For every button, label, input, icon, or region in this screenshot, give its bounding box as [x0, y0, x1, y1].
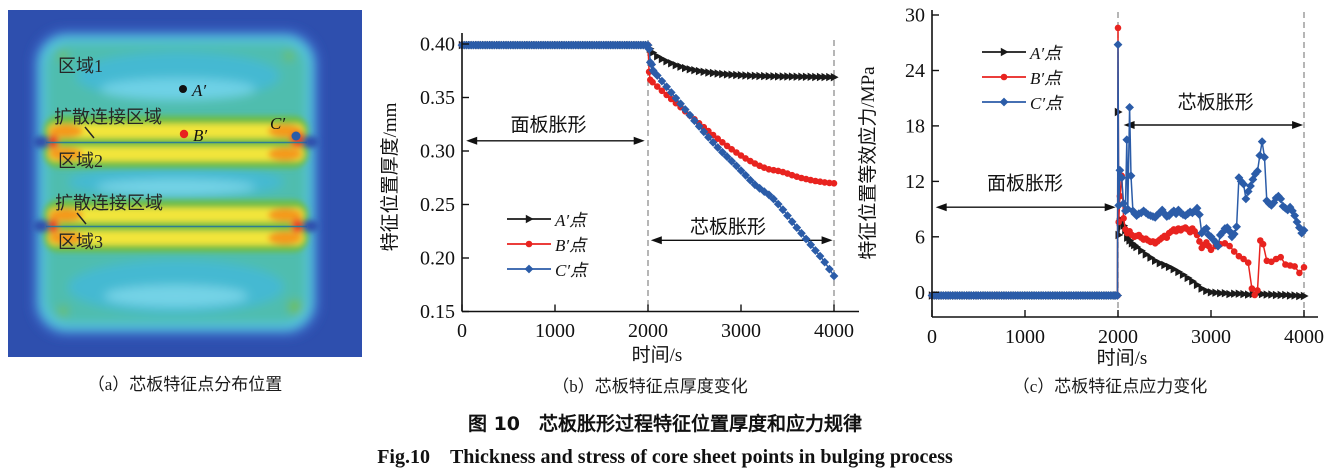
- diamond-marker-icon: [981, 95, 1027, 109]
- x-tick-label: 1000: [1005, 326, 1045, 348]
- annotation-label: 芯板胀形: [690, 216, 766, 238]
- legend-stress-chart: A′点 B′点 C′点: [981, 39, 1062, 114]
- panel-a-contour: 区域1 扩散连接区域 区域2 扩散连接区域 区域3 A′ B′ C′: [8, 10, 362, 357]
- label-region2: 区域2: [58, 151, 103, 171]
- diffusion-pointer-1: [84, 126, 95, 139]
- x-tick-label: 4000: [1284, 326, 1324, 348]
- point-c-prime-label: C′: [270, 114, 285, 133]
- triangle-right-marker-icon: [506, 212, 552, 226]
- y-tick-label: 0.40: [420, 34, 455, 56]
- label-region3: 区域3: [58, 232, 103, 252]
- y-tick-label: 0.20: [420, 248, 455, 270]
- chart-c-series-2: [927, 40, 1309, 300]
- legend-item-b-prime: B′点: [506, 231, 587, 256]
- x-tick-label: 0: [927, 326, 937, 348]
- y-tick-label: 24: [905, 60, 925, 82]
- y-tick-label: 18: [905, 115, 925, 137]
- y-tick-label: 0: [915, 282, 925, 304]
- point-c-prime-dot: [291, 131, 301, 141]
- diffusion-pointer-2: [76, 212, 87, 225]
- axes-spines: [461, 33, 859, 313]
- legend-item-a-prime: A′点: [981, 39, 1062, 64]
- x-tick-label: 4000: [814, 320, 854, 342]
- contour-surface: [32, 29, 320, 337]
- seam-edge-notches: [33, 136, 319, 232]
- chart-b-series-2: [457, 40, 839, 281]
- x-tick-label: 2000: [1098, 326, 1138, 348]
- legend-label: C′点: [1030, 94, 1063, 113]
- figure-caption-chinese: 图 10 芯板胀形过程特征位置厚度和应力规律: [467, 413, 863, 435]
- y-axis-title: 特征位置等效应力/MPa: [857, 66, 879, 260]
- legend-item-a-prime: A′点: [506, 206, 587, 231]
- contour-plot-image: 区域1 扩散连接区域 区域2 扩散连接区域 区域3 A′ B′ C′: [8, 10, 362, 357]
- annotation-phase-arrow: 芯板胀形: [650, 216, 833, 245]
- x-tick-label: 3000: [1191, 326, 1231, 348]
- x-tick-label: 2000: [628, 320, 668, 342]
- y-tick-label: 0.30: [420, 141, 455, 163]
- diamond-marker-icon: [506, 262, 552, 276]
- legend-thickness-chart: A′点 B′点 C′点: [506, 206, 587, 281]
- point-a-prime-label: A′: [191, 81, 206, 100]
- label-region1: 区域1: [58, 56, 103, 76]
- annotation-label: 面板胀形: [510, 114, 586, 136]
- annotation-label: 面板胀形: [987, 173, 1063, 195]
- legend-item-c-prime: C′点: [981, 89, 1062, 114]
- point-b-prime-label: B′: [193, 126, 207, 145]
- axes-spines: [931, 10, 1318, 318]
- circle-marker-icon: [981, 70, 1027, 84]
- legend-label: A′点: [555, 211, 587, 230]
- label-diffusion-zone-1: 扩散连接区域: [54, 107, 162, 127]
- y-tick-label: 6: [915, 226, 925, 248]
- circle-marker-icon: [506, 237, 552, 251]
- y-tick-label: 0.15: [420, 301, 455, 323]
- x-tick-label: 0: [457, 320, 467, 342]
- y-tick-label: 0.25: [420, 194, 455, 216]
- x-axis-title: 时间/s: [1097, 347, 1148, 368]
- point-a-prime-dot: [179, 85, 187, 93]
- legend-label: C′点: [555, 261, 588, 280]
- label-diffusion-zone-2: 扩散连接区域: [55, 193, 163, 213]
- y-tick-label: 30: [905, 5, 925, 27]
- annotation-phase-arrow: 面板胀形: [466, 114, 645, 145]
- y-tick-label: 0.35: [420, 87, 455, 109]
- annotation-phase-arrow: 芯板胀形: [1123, 91, 1304, 129]
- caption-panel-b: （b）芯板特征点厚度变化: [552, 377, 748, 396]
- point-b-prime-dot: [179, 129, 189, 139]
- legend-item-c-prime: C′点: [506, 256, 587, 281]
- x-tick-label: 1000: [535, 320, 575, 342]
- legend-label: B′点: [1030, 69, 1062, 88]
- legend-label: A′点: [1030, 44, 1062, 63]
- triangle-right-marker-icon: [981, 45, 1027, 59]
- y-axis-title: 特征位置厚度/mm: [379, 102, 401, 251]
- y-tick-label: 12: [905, 171, 925, 193]
- caption-panel-a: （a）芯板特征点分布位置: [87, 375, 283, 394]
- caption-panel-c: （c）芯板特征点应力变化: [1012, 377, 1208, 396]
- x-axis-title: 时间/s: [632, 344, 683, 366]
- stress-chart: 面板胀形 芯板胀形 0 1000 2000 3000 4000 0 6 12 18 24 30 时间/s 特…: [857, 5, 1324, 369]
- legend-label: B′点: [555, 236, 587, 255]
- x-tick-label: 3000: [721, 320, 761, 342]
- annotation-label: 芯板胀形: [1178, 91, 1254, 113]
- legend-item-b-prime: B′点: [981, 64, 1062, 89]
- annotation-phase-arrow: 面板胀形: [935, 173, 1116, 212]
- figure-caption-english: Fig.10 Thickness and stress of core shee…: [377, 446, 953, 468]
